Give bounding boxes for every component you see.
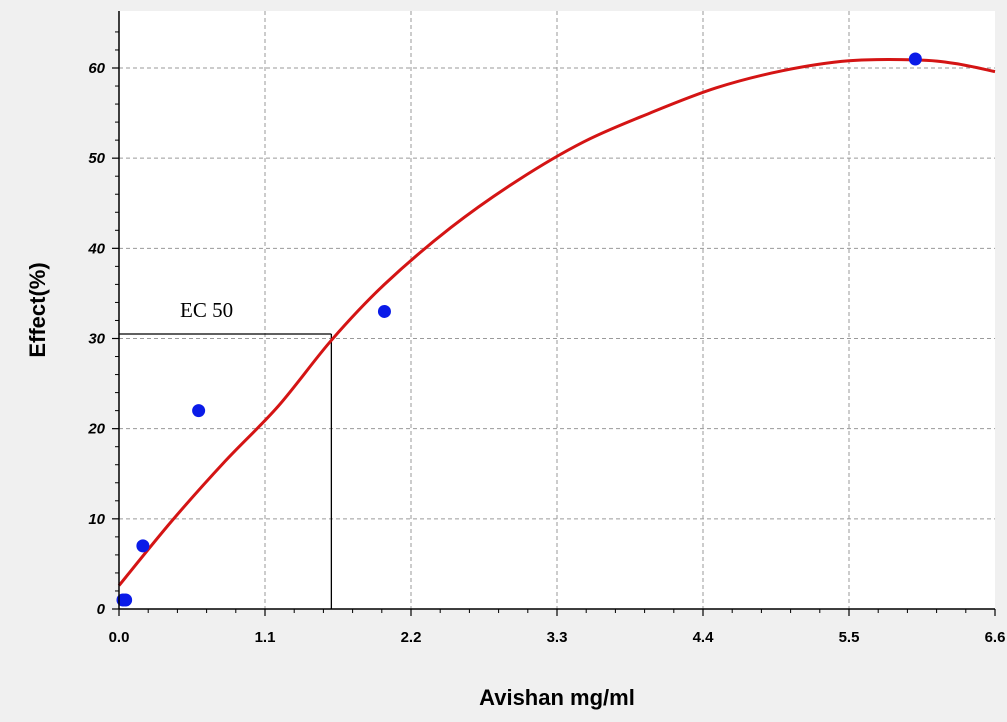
reference-lines	[119, 333, 333, 609]
ec50-annotation: EC 50	[180, 298, 233, 322]
x-tick-label: 3.3	[547, 629, 568, 646]
fit-curve-layer	[117, 57, 996, 587]
fit-curve	[117, 57, 996, 587]
x-tick-label: 1.1	[255, 629, 276, 646]
y-tick-label: 10	[88, 511, 105, 528]
data-point	[136, 539, 150, 553]
x-tick-label: 6.6	[985, 629, 1006, 646]
y-tick-label: 20	[87, 421, 105, 438]
data-point	[377, 304, 391, 318]
x-tick-label: 2.2	[401, 629, 422, 646]
grid-layer	[119, 11, 995, 609]
y-tick-label: 30	[88, 331, 105, 348]
data-point	[119, 593, 133, 607]
y-axis-label: Effect(%)	[25, 262, 50, 357]
x-tick-label: 4.4	[693, 629, 715, 646]
data-point	[192, 404, 206, 418]
y-tick-label: 50	[88, 150, 105, 167]
x-tick-label: 5.5	[839, 629, 860, 646]
x-axis-label: Avishan mg/ml	[479, 685, 635, 710]
data-point	[908, 52, 922, 66]
y-tick-label: 0	[97, 601, 106, 618]
axes	[112, 11, 996, 616]
x-tick-label: 0.0	[109, 629, 130, 646]
tick-labels: 0.0 1.1 2.2 3.3 4.4 5.5 6.6 0 10 20 30 40 50 60	[87, 60, 1005, 646]
y-tick-label: 40	[87, 240, 105, 257]
y-tick-label: 60	[88, 60, 105, 77]
